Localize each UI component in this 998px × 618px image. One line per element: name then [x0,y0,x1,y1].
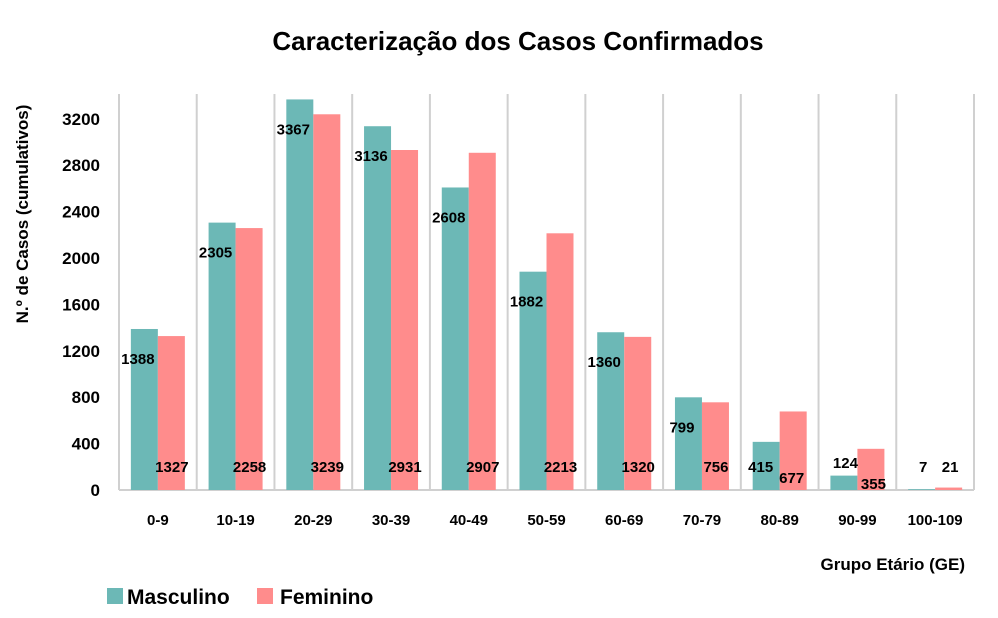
x-axis-label: Grupo Etário (GE) [821,555,966,574]
x-category-label: 70-79 [683,512,721,529]
data-label-masculino: 1360 [588,354,621,371]
y-tick-label: 1600 [62,295,100,314]
data-label-feminino: 1327 [155,459,188,476]
data-label-feminino: 756 [703,459,728,476]
x-category-labels: 0-9 10-19 20-29 30-39 40-49 50-59 60-69 70-79 80… [147,512,963,529]
legend: Masculino Feminino [107,586,373,609]
data-label-masculino: 1882 [510,294,543,311]
bar-masculino [597,332,625,490]
bar-masculino [130,328,158,490]
data-label-feminino: 1320 [622,459,655,476]
x-category-label: 80-89 [760,512,798,529]
data-labels: 1388 1327 2305 2258 3367 3239 3136 2931 2608 2907… [121,121,958,493]
x-category-label: 30-39 [372,512,410,529]
data-label-feminino: 677 [779,470,804,487]
legend-label-masculino: Masculino [127,586,230,609]
x-category-label: 10-19 [216,512,254,529]
bar-feminino [857,448,885,490]
bar-masculino [674,397,702,490]
y-tick-label: 800 [72,388,100,407]
bar-masculino [752,441,780,490]
bars [130,99,963,491]
y-tick-labels: 0 400 800 1200 1600 2000 2400 2800 3200 [62,110,100,500]
data-label-feminino: 3239 [311,459,344,476]
bar-masculino [830,475,858,490]
data-label-feminino: 355 [861,476,886,493]
data-label-masculino: 1388 [121,351,154,368]
data-label-feminino: 2931 [388,459,421,476]
data-label-feminino: 2213 [544,459,577,476]
data-label-feminino: 21 [942,459,959,476]
x-category-label: 60-69 [605,512,643,529]
y-tick-label: 2800 [62,156,100,175]
data-label-feminino: 2907 [466,459,499,476]
y-tick-label: 3200 [62,110,100,129]
bar-feminino [313,114,341,490]
bar-feminino [391,150,419,490]
chart-title: Caracterização dos Casos Confirmados [272,26,763,56]
bar-masculino [286,99,314,490]
bar-feminino [157,336,185,490]
x-category-label: 50-59 [527,512,565,529]
bar-feminino [468,152,496,490]
data-label-masculino: 124 [833,455,859,472]
data-label-masculino: 7 [919,459,927,476]
data-label-masculino: 415 [748,459,773,476]
x-category-label: 40-49 [450,512,488,529]
legend-swatch-masculino [107,588,123,604]
bar-feminino [779,411,807,490]
x-category-label: 100-109 [908,512,963,529]
bar-feminino [701,402,729,490]
y-tick-label: 400 [72,435,100,454]
data-label-masculino: 3367 [277,121,310,138]
legend-label-feminino: Feminino [280,586,373,609]
data-label-masculino: 3136 [354,148,387,165]
x-category-label: 20-29 [294,512,332,529]
x-category-label: 0-9 [147,512,169,529]
y-tick-label: 2400 [62,203,100,222]
data-label-masculino: 799 [669,419,694,436]
bar-feminino [935,487,963,490]
data-label-feminino: 2258 [233,459,266,476]
data-label-masculino: 2608 [432,209,465,226]
bar-masculino [208,222,236,490]
legend-swatch-feminino [257,588,273,604]
y-tick-label: 1200 [62,342,100,361]
data-label-masculino: 2305 [199,245,232,262]
bar-feminino [624,336,652,490]
bar-masculino [441,187,469,491]
bar-masculino [364,126,392,490]
y-axis-label: N.º de Casos (cumulativos) [13,105,32,324]
bar-feminino [546,233,574,491]
bar-masculino [519,271,547,490]
y-tick-label: 0 [91,481,100,500]
y-tick-label: 2000 [62,249,100,268]
x-category-label: 90-99 [838,512,876,529]
bar-feminino [235,228,263,490]
bar-masculino [908,489,936,490]
